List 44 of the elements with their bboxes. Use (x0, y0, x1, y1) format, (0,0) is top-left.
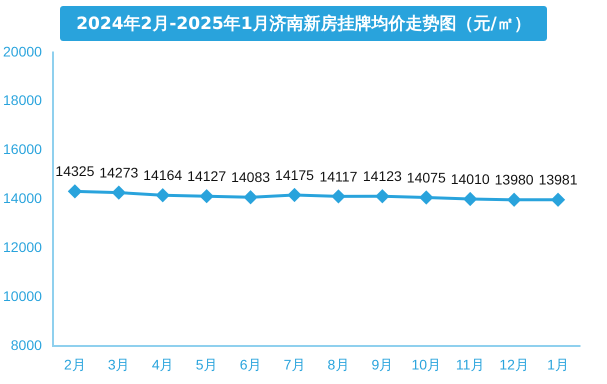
point (112, 186, 126, 200)
y-tick-label: 16000 (2, 141, 42, 158)
x-tick-label: 8月 (328, 356, 350, 372)
x-tick-label: 9月 (371, 356, 394, 372)
data-label: 14127 (187, 168, 226, 184)
point (464, 192, 477, 206)
x-tick-label: 1月 (547, 356, 569, 372)
data-label: 13980 (494, 172, 534, 188)
point (200, 190, 214, 203)
x-tick-label: 7月 (284, 356, 306, 372)
data-label: 13981 (538, 172, 578, 188)
chart-title: 2024年2月-2025年1月济南新房挂牌均价走势图（元/㎡） (60, 6, 547, 41)
point (68, 184, 82, 198)
data-label: 14123 (362, 168, 402, 184)
point (332, 190, 345, 203)
x-tick-label: 3月 (108, 356, 130, 372)
point (376, 190, 389, 203)
data-label: 14010 (450, 170, 490, 187)
y-tick-label: 14000 (2, 190, 42, 206)
x-tick-label: 11月 (456, 356, 484, 372)
y-tick-label: 8000 (10, 337, 42, 354)
y-tick-label: 12000 (2, 239, 42, 256)
point (288, 188, 302, 202)
point (156, 188, 170, 202)
x-tick-label: 2月 (64, 356, 86, 372)
x-tick-label: 10月 (411, 356, 442, 372)
x-tick-label: 6月 (240, 356, 262, 372)
data-label: 14273 (99, 164, 138, 180)
data-label: 14325 (55, 163, 95, 180)
x-tick-label: 12月 (499, 356, 529, 372)
x-tick-label: 4月 (152, 356, 174, 372)
point (244, 190, 258, 204)
data-label: 14175 (275, 166, 314, 183)
data-label: 14083 (231, 169, 270, 186)
y-tick-label: 18000 (2, 92, 42, 108)
data-label: 14117 (319, 168, 358, 184)
point (508, 193, 521, 206)
point (552, 193, 565, 206)
data-label: 14075 (406, 169, 446, 186)
point (420, 190, 433, 204)
y-tick-label: 10000 (2, 288, 42, 304)
x-tick-label: 5月 (196, 356, 218, 372)
data-label: 14164 (143, 167, 182, 184)
y-tick-label: 20000 (2, 43, 42, 60)
